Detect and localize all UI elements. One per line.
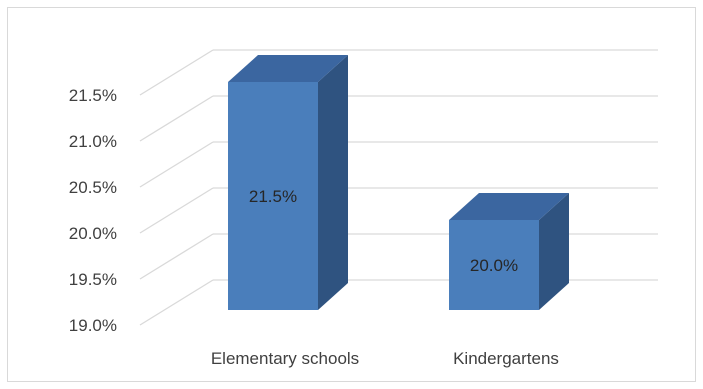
- bar-side-face: [318, 55, 348, 310]
- bar-top-face: [228, 55, 348, 82]
- bar-front-face: [228, 82, 318, 310]
- gridline-side: [139, 49, 214, 96]
- gridline-side: [139, 233, 214, 280]
- y-tick-label: 19.0%: [69, 316, 117, 335]
- chart-area: [7, 7, 696, 382]
- bar-1: 21.5%: [228, 55, 348, 310]
- bars: 21.5% 20.0%: [228, 55, 569, 310]
- y-tick-label: 21.5%: [69, 86, 117, 105]
- y-tick-label: 21.0%: [69, 132, 117, 151]
- y-axis-ticks: 19.0% 19.5% 20.0% 20.5% 21.0% 21.5%: [69, 86, 117, 335]
- bar-front-face: [449, 220, 539, 310]
- x-axis-categories: Elementary schools Kindergartens: [211, 349, 559, 368]
- data-label: 21.5%: [249, 187, 297, 206]
- gridline-side: [139, 141, 214, 188]
- gridline-side: [139, 95, 214, 142]
- y-tick-label: 19.5%: [69, 270, 117, 289]
- gridlines: [139, 49, 658, 326]
- x-category-label: Kindergartens: [453, 349, 559, 368]
- x-category-label: Elementary schools: [211, 349, 359, 368]
- y-tick-label: 20.0%: [69, 224, 117, 243]
- bar-top-face: [449, 193, 569, 220]
- bar-side-face: [539, 193, 569, 310]
- bar-2: 20.0%: [449, 193, 569, 310]
- y-tick-label: 20.5%: [69, 178, 117, 197]
- data-label: 20.0%: [470, 256, 518, 275]
- gridline-side: [139, 187, 214, 234]
- gridline-side: [139, 279, 214, 326]
